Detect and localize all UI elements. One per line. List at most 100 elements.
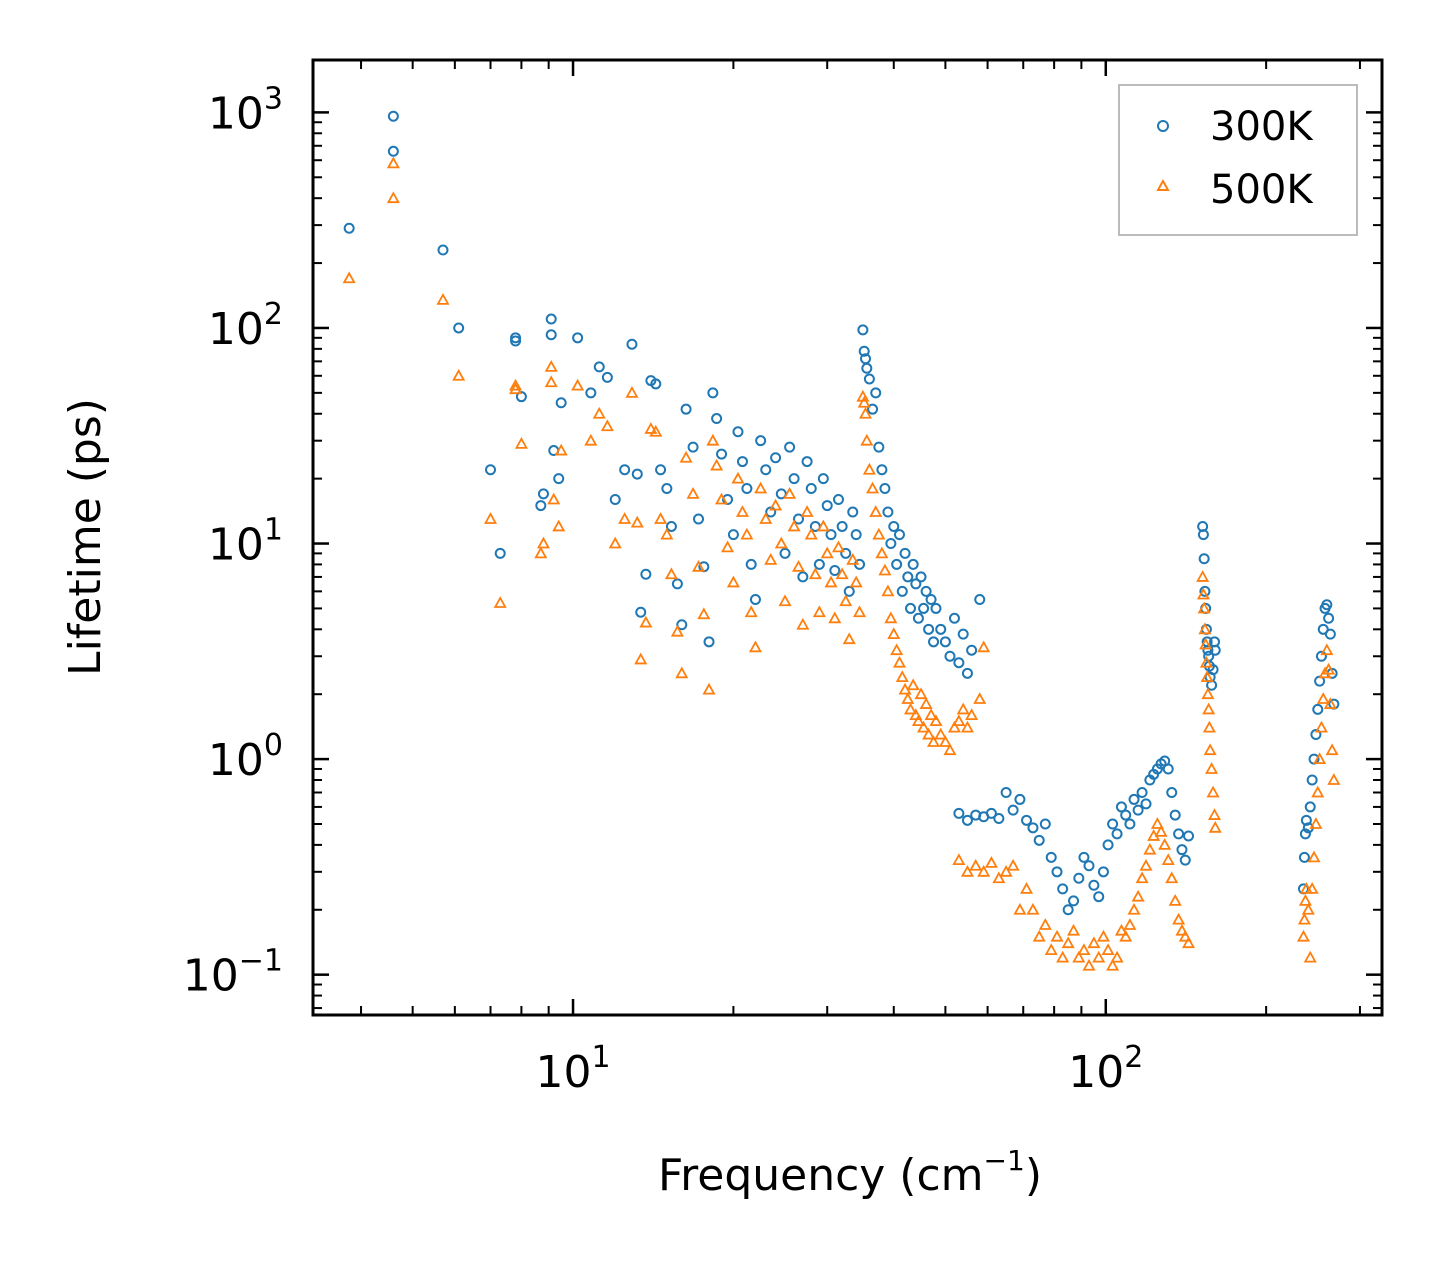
point-300k — [665, 520, 677, 532]
point-300k — [741, 483, 753, 495]
point-500k — [804, 527, 818, 540]
point-500k — [386, 156, 400, 169]
point-300k — [453, 322, 465, 334]
point-500k — [1175, 923, 1189, 936]
point-300k — [888, 520, 900, 532]
point-300k — [985, 807, 997, 819]
point-300k — [948, 612, 960, 624]
point-300k — [585, 387, 597, 399]
point-300k — [736, 456, 748, 468]
point-300k — [1124, 818, 1136, 830]
point-500k — [922, 727, 936, 740]
point-500k — [875, 546, 889, 559]
point-300k — [619, 464, 631, 476]
point-500k — [947, 720, 962, 733]
point-500k — [927, 735, 941, 747]
point-300k — [1088, 879, 1100, 891]
point-500k — [436, 293, 450, 305]
point-300k — [545, 329, 557, 341]
point-300k — [902, 571, 914, 583]
point-300k — [1173, 828, 1185, 840]
point-300k — [343, 222, 355, 234]
point-300k — [1062, 904, 1074, 916]
point-300k — [876, 464, 888, 476]
point-500k — [956, 702, 970, 715]
point-300k — [797, 571, 809, 583]
legend-frame — [1118, 84, 1358, 236]
x-tick-label-exponent: 1 — [591, 1040, 610, 1075]
point-300k — [813, 558, 825, 570]
point-300k — [879, 483, 891, 495]
point-500k — [892, 655, 907, 668]
point-300k — [882, 506, 894, 518]
point-500k — [1296, 929, 1310, 942]
point-300k — [825, 529, 837, 541]
point-500k — [1020, 882, 1034, 894]
point-300k — [1140, 798, 1152, 810]
point-300k — [1299, 828, 1311, 840]
point-500k — [965, 708, 979, 720]
point-300k — [857, 324, 869, 336]
point-300k — [494, 547, 506, 559]
point-500k — [887, 627, 901, 640]
point-300k — [1128, 793, 1140, 805]
point-500k — [943, 743, 957, 756]
point-300k — [760, 464, 772, 476]
point-300k — [1007, 804, 1019, 816]
point-500k — [903, 702, 918, 715]
point-500k — [554, 443, 568, 456]
point-300k — [1169, 809, 1181, 821]
point-500k — [625, 386, 639, 398]
y-axis-title: Lifetime (ps) — [60, 398, 111, 676]
point-500k — [1135, 871, 1149, 884]
x-axis-title: Frequency (cm−1) — [658, 1144, 1042, 1201]
point-500k — [1311, 785, 1325, 798]
point-500k — [1006, 858, 1020, 871]
point-300k — [966, 644, 978, 656]
point-300k — [1057, 883, 1069, 895]
point-500k — [787, 519, 801, 532]
point-300k — [885, 538, 897, 550]
point-500k — [493, 596, 507, 608]
point-300k — [1166, 786, 1178, 798]
point-300k — [553, 473, 565, 485]
point-500k — [608, 536, 622, 549]
point-300k — [537, 488, 549, 500]
point-500k — [1181, 936, 1196, 949]
point-300k — [840, 547, 852, 559]
legend: 300K 500K — [1118, 84, 1358, 236]
point-300k — [387, 110, 399, 122]
point-300k — [829, 564, 841, 576]
point-500k — [1061, 936, 1075, 949]
x-axis-title-exponent: −1 — [984, 1144, 1025, 1177]
legend-label-300k: 300K — [1210, 104, 1314, 150]
point-500k — [881, 584, 895, 597]
point-500k — [849, 575, 863, 588]
point-500k — [1123, 918, 1137, 930]
point-500k — [509, 382, 523, 395]
point-500k — [952, 714, 966, 727]
point-500k — [483, 512, 498, 524]
point-500k — [831, 540, 846, 553]
point-500k — [691, 559, 706, 572]
point-300k — [732, 426, 744, 438]
point-500k — [1101, 943, 1115, 956]
y-tick-label-exponent: 1 — [264, 513, 283, 548]
point-300k — [1300, 814, 1312, 826]
point-500k — [824, 575, 838, 588]
point-300k — [850, 529, 862, 541]
point-300k — [907, 558, 919, 570]
point-300k — [953, 807, 965, 819]
point-300k — [863, 373, 875, 385]
point-500k — [1106, 958, 1120, 971]
point-300k — [821, 500, 833, 512]
point-500k — [754, 481, 768, 494]
y-tick-label-base: 10 — [208, 304, 264, 355]
point-300k — [640, 568, 652, 580]
point-500k — [1203, 743, 1217, 756]
point-300k — [915, 571, 927, 583]
point-500k — [1207, 808, 1222, 820]
point-500k — [706, 433, 720, 446]
x-tick-label: 102 — [1068, 1040, 1143, 1098]
point-300k — [870, 387, 882, 399]
